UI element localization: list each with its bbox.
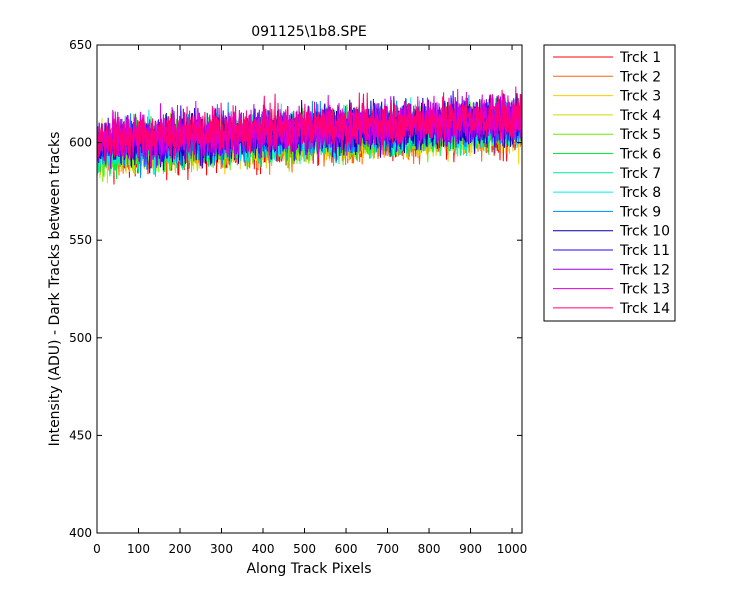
y-tick-label: 450 — [69, 428, 92, 442]
chart-title: 091125\1b8.SPE — [251, 24, 367, 40]
x-tick-label: 1000 — [497, 542, 528, 556]
legend-label: Trck 13 — [619, 282, 670, 298]
x-tick-label: 700 — [376, 542, 399, 556]
legend-label: Trck 4 — [619, 108, 661, 124]
y-axis: 400 450 500 550 600 650 — [69, 38, 522, 540]
legend-label: Trck 11 — [619, 243, 670, 259]
legend-box — [543, 44, 676, 322]
x-axis: 0 100 200 300 400 500 600 700 800 900 1000 — [93, 45, 527, 556]
x-axis-label: Along Track Pixels — [246, 561, 371, 577]
legend-label: Trck 2 — [619, 69, 661, 85]
legend-label: Trck 5 — [619, 127, 661, 143]
legend-label: Trck 6 — [619, 147, 661, 163]
legend-label: Trck 3 — [619, 89, 661, 105]
y-tick-label: 600 — [69, 136, 92, 150]
x-tick-label: 800 — [418, 542, 441, 556]
x-tick-label: 0 — [93, 542, 101, 556]
legend-label: Trck 1 — [619, 50, 661, 66]
y-axis-label: Intensity (ADU) - Dark Tracks between tr… — [47, 132, 63, 447]
legend: Trck 1 Trck 2 Trck 3 Trck 4 Trck 5 Trck 6 Trck… — [543, 44, 676, 322]
y-tick-label: 500 — [69, 331, 92, 345]
series-group — [97, 86, 522, 185]
series-line-14 — [97, 86, 522, 170]
x-tick-label: 500 — [293, 542, 316, 556]
legend-label: Trck 8 — [619, 185, 661, 201]
y-tick-label: 400 — [69, 526, 92, 540]
x-tick-label: 300 — [210, 542, 233, 556]
x-tick-label: 900 — [459, 542, 482, 556]
plot-frame — [96, 44, 523, 534]
legend-label: Trck 14 — [619, 301, 670, 317]
y-tick-label: 650 — [69, 38, 92, 52]
legend-label: Trck 12 — [619, 262, 670, 278]
legend-label: Trck 9 — [619, 204, 661, 220]
legend-label: Trck 10 — [619, 224, 670, 240]
x-tick-label: 100 — [127, 542, 150, 556]
x-tick-label: 600 — [335, 542, 358, 556]
x-tick-label: 200 — [169, 542, 192, 556]
x-tick-label: 400 — [252, 542, 275, 556]
legend-label: Trck 7 — [619, 166, 661, 182]
y-tick-label: 550 — [69, 233, 92, 247]
